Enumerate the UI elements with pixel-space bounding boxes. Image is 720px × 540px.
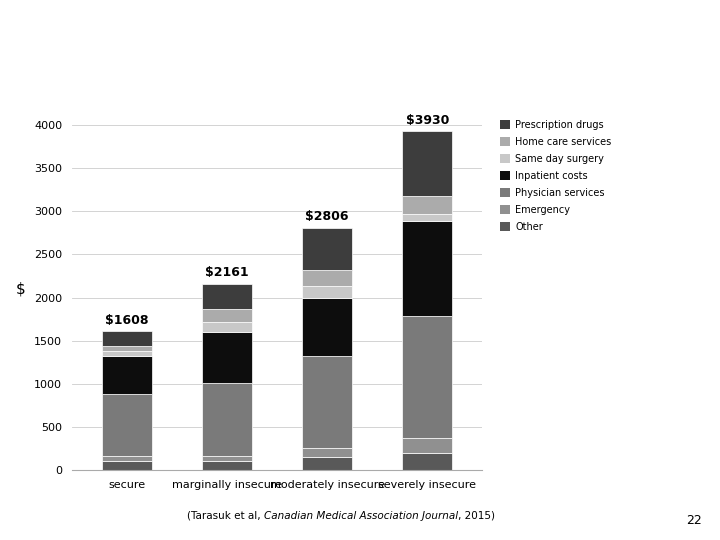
Bar [102, 346, 152, 351]
Bar [302, 298, 352, 356]
Bar [202, 322, 252, 332]
Bar [202, 456, 252, 461]
Bar [402, 438, 452, 454]
Bar [402, 454, 452, 470]
Bar [302, 356, 352, 448]
Bar [402, 196, 452, 213]
Text: $1608: $1608 [105, 314, 149, 327]
Bar [102, 461, 152, 470]
Y-axis label: $: $ [15, 281, 25, 296]
Bar [102, 351, 152, 356]
Bar [202, 309, 252, 322]
Text: Canadian Medical Association Journal: Canadian Medical Association Journal [264, 511, 458, 521]
Bar [202, 383, 252, 456]
Legend: Prescription drugs, Home care services, Same day surgery, Inpatient costs, Physi: Prescription drugs, Home care services, … [500, 120, 611, 232]
Bar [402, 221, 452, 315]
Text: $3930: $3930 [405, 113, 449, 126]
Bar [402, 315, 452, 438]
Bar [102, 456, 152, 461]
Bar [102, 394, 152, 456]
Text: $2806: $2806 [305, 211, 349, 224]
Text: , 2015): , 2015) [458, 511, 495, 521]
Bar [402, 131, 452, 196]
Bar [402, 213, 452, 221]
Bar [302, 286, 352, 298]
Bar [302, 448, 352, 457]
Bar [102, 356, 152, 394]
Text: (Tarasuk et al,: (Tarasuk et al, [187, 511, 264, 521]
Bar [202, 461, 252, 470]
Bar [302, 228, 352, 271]
Text: $2161: $2161 [205, 266, 249, 279]
Bar [302, 271, 352, 286]
Bar [202, 332, 252, 383]
Text: 22: 22 [686, 514, 702, 526]
Text: Average health care costs per person incurred over 12 months for Ontario
adults : Average health care costs per person inc… [13, 28, 642, 63]
Bar [202, 284, 252, 309]
Bar [302, 457, 352, 470]
Bar [102, 331, 152, 346]
